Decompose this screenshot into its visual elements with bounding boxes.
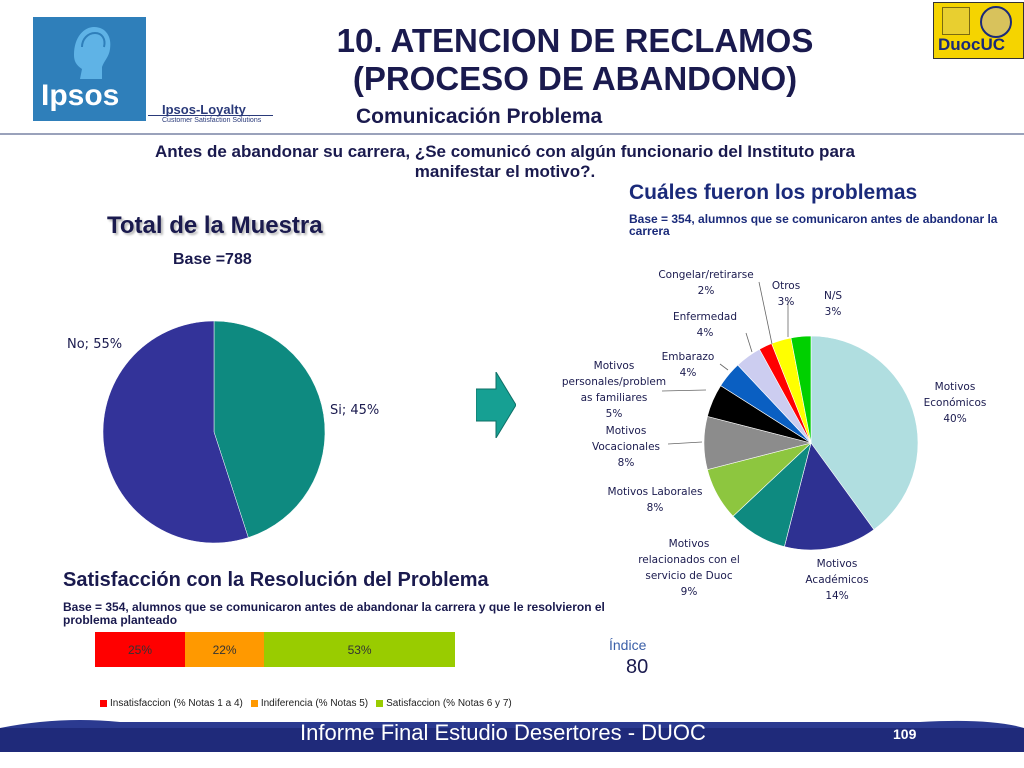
total-sample-title: Total de la Muestra (107, 212, 323, 239)
pie-label-motivos-econ-micos: Motivos Económicos 40% (924, 381, 987, 425)
loyalty-title: Ipsos-Loyalty (162, 102, 246, 117)
satisfaction-legend: Insatisfaccion (% Notas 1 a 4) Indiferenc… (100, 698, 512, 709)
index-label: Índice (609, 637, 647, 653)
pie-label-motivos-acad-micos: Motivos Académicos 14% (805, 558, 868, 602)
pie-label-motivos-laborales: Motivos Laborales 8% (608, 486, 703, 514)
pie-chart-total: Si; 45% No; 55% (67, 320, 379, 544)
pie-slice-motivos-acad-micos (784, 442, 875, 551)
legend-swatch (100, 700, 107, 707)
pie-label-congelar-retirarse: Congelar/retirarse 2% (658, 269, 753, 297)
page-title-line-1: 10. ATENCION DE RECLAMOS (336, 22, 814, 59)
duoc-logo: DuocUC (933, 2, 1024, 59)
satisfaction-bar: 25% 22% 53% (95, 632, 455, 667)
footer-text: Informe Final Estudio Desertores - DUOC (300, 720, 706, 745)
loyalty-subtitle: Customer Satisfaction Solutions (162, 117, 262, 124)
ipsos-logo-word: Ipsos (41, 79, 120, 112)
bar-segment-3: 53% (264, 632, 455, 667)
pie-leader-line (745, 332, 753, 353)
pie-slice-motivos-econ-micos (810, 335, 919, 530)
footer-band (0, 720, 1024, 752)
duoc-logo-word: DuocUC (938, 35, 1006, 54)
pie-label-no: No; 55% (67, 337, 122, 352)
total-sample-base: Base =788 (173, 251, 252, 268)
pie-label-motivos-relacionados-con-el-servicio-de-duoc: Motivos relacionados con el servicio de Du… (638, 538, 740, 598)
pie-chart-problems: Motivos Económicos 40% Motivos Académicos 14%… (562, 269, 987, 602)
pie-slice-si (213, 320, 326, 538)
legend-label: Indiferencia (% Notas 5) (260, 698, 369, 709)
page-subtitle: Comunicación Problema (356, 105, 603, 128)
pie-label-motivos-vocacionales: Motivos Vocacionales 8% (592, 425, 660, 469)
index-value: 80 (626, 656, 649, 678)
bar-segment-1: 25% (95, 632, 185, 667)
legend-swatch (250, 700, 258, 707)
problems-base: Base = 354, alumnos que se comunicaron a… (629, 212, 998, 238)
pie-slice-no (102, 320, 249, 544)
pie-slice-n-s (790, 335, 812, 444)
pie-leader-line (719, 363, 729, 371)
legend-item-3: Satisfaccion (% Notas 6 y 7) (376, 698, 512, 709)
legend-swatch (376, 700, 384, 707)
pie-leader-line (667, 441, 703, 445)
arrow-right-icon (476, 372, 516, 438)
duoc-crest-icon (942, 7, 970, 35)
legend-item-1: Insatisfaccion (% Notas 1 a 4) (100, 698, 243, 709)
page-title: 10. ATENCION DE RECLAMOS (PROCESO DE ABA… (300, 22, 850, 98)
problems-title: Cuáles fueron los problemas (629, 181, 918, 204)
loyalty-divider (148, 115, 273, 116)
pie-leader-line (661, 389, 707, 392)
legend-label: Insatisfaccion (% Notas 1 a 4) (110, 698, 243, 709)
bar-segment-2: 22% (185, 632, 265, 667)
duoc-seal-icon (980, 6, 1012, 38)
satisfaction-base: Base = 354, alumnos que se comunicaron a… (63, 600, 605, 627)
page-title-line-2: (PROCESO DE ABANDONO) (352, 60, 798, 97)
header-divider (0, 133, 1024, 135)
pie-label-otros: Otros 3% (772, 280, 800, 308)
pie-label-n-s: N/S 3% (824, 290, 842, 318)
legend-label: Satisfaccion (% Notas 6 y 7) (386, 698, 512, 709)
ipsos-logo: Ipsos (33, 17, 146, 121)
legend-item-2: Indiferencia (% Notas 5) (250, 698, 369, 709)
pie-label-enfermedad: Enfermedad 4% (673, 311, 737, 339)
pie-leader-line (758, 281, 773, 345)
pie-label-motivos-personales-problemas-familiares: Motivos personales/problem as familiares 5% (562, 360, 666, 420)
page-number: 109 (893, 726, 917, 742)
survey-question: Antes de abandonar su carrera, ¿Se comun… (155, 142, 855, 181)
pie-label-embarazo: Embarazo 4% (662, 351, 715, 379)
satisfaction-title: Satisfacción con la Resolución del Probl… (63, 569, 489, 591)
ipsos-figure-icon (74, 27, 111, 79)
pie-label-si: Si; 45% (330, 403, 379, 418)
